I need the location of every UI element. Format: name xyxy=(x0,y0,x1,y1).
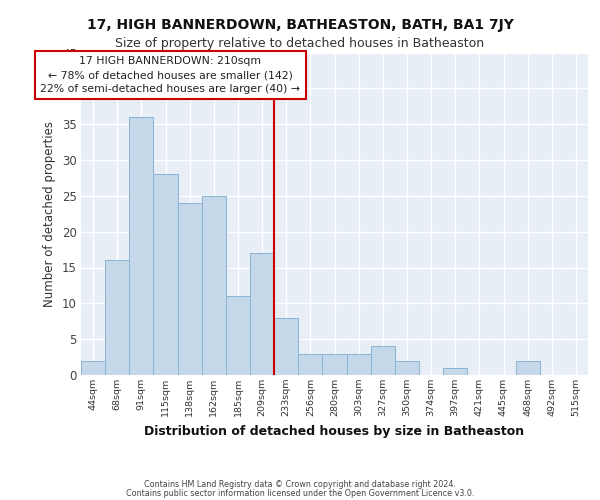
Bar xyxy=(443,368,467,375)
Bar xyxy=(81,360,105,375)
Bar xyxy=(322,354,347,375)
Bar xyxy=(154,174,178,375)
Bar xyxy=(178,203,202,375)
Bar xyxy=(371,346,395,375)
Bar xyxy=(129,117,154,375)
Bar xyxy=(105,260,129,375)
Bar xyxy=(298,354,322,375)
Text: Contains HM Land Registry data © Crown copyright and database right 2024.: Contains HM Land Registry data © Crown c… xyxy=(144,480,456,489)
Bar xyxy=(250,253,274,375)
Bar xyxy=(395,360,419,375)
Y-axis label: Number of detached properties: Number of detached properties xyxy=(43,120,56,306)
Text: 17 HIGH BANNERDOWN: 210sqm
← 78% of detached houses are smaller (142)
22% of sem: 17 HIGH BANNERDOWN: 210sqm ← 78% of deta… xyxy=(40,56,301,94)
Bar xyxy=(347,354,371,375)
Bar xyxy=(274,318,298,375)
Bar xyxy=(226,296,250,375)
X-axis label: Distribution of detached houses by size in Batheaston: Distribution of detached houses by size … xyxy=(145,424,524,438)
Text: Size of property relative to detached houses in Batheaston: Size of property relative to detached ho… xyxy=(115,38,485,51)
Bar xyxy=(515,360,540,375)
Bar xyxy=(202,196,226,375)
Text: Contains public sector information licensed under the Open Government Licence v3: Contains public sector information licen… xyxy=(126,488,474,498)
Text: 17, HIGH BANNERDOWN, BATHEASTON, BATH, BA1 7JY: 17, HIGH BANNERDOWN, BATHEASTON, BATH, B… xyxy=(86,18,514,32)
